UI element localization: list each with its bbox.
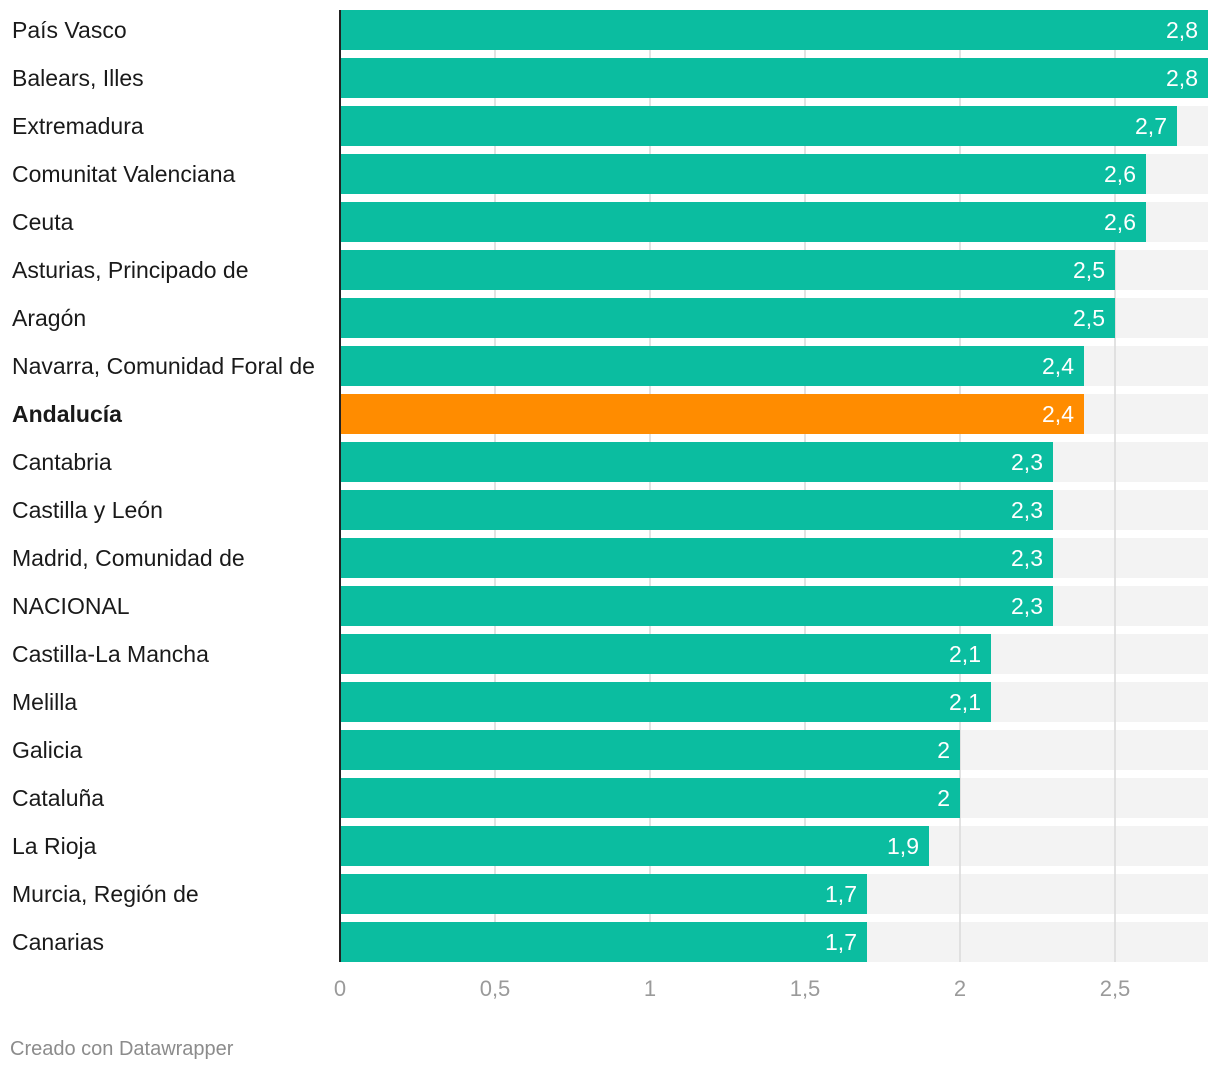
bar	[340, 10, 1208, 50]
bar	[340, 634, 991, 674]
value-label: 1,9	[887, 833, 919, 859]
category-label: Madrid, Comunidad de	[12, 545, 245, 571]
value-label: 2,8	[1166, 65, 1198, 91]
bar	[340, 778, 960, 818]
category-label: Canarias	[12, 929, 104, 955]
value-label: 2,3	[1011, 497, 1043, 523]
value-label: 2	[937, 785, 950, 811]
x-tick-label: 1	[644, 976, 656, 1001]
bar	[340, 394, 1084, 434]
category-label: Andalucía	[12, 401, 122, 427]
value-label: 2,6	[1104, 161, 1136, 187]
x-tick-label: 0	[334, 976, 346, 1001]
x-tick-label: 1,5	[790, 976, 821, 1001]
x-tick-label: 2	[954, 976, 966, 1001]
category-label: Castilla y León	[12, 497, 163, 523]
value-label: 2,6	[1104, 209, 1136, 235]
value-label: 2,3	[1011, 593, 1043, 619]
bar	[340, 826, 929, 866]
bar	[340, 202, 1146, 242]
bar	[340, 682, 991, 722]
value-label: 2,5	[1073, 257, 1105, 283]
x-tick-label: 0,5	[480, 976, 511, 1001]
gridlines	[494, 10, 1116, 962]
value-label: 2,4	[1042, 353, 1074, 379]
bar	[340, 922, 867, 962]
category-label: Balears, Illes	[12, 65, 144, 91]
bar	[340, 154, 1146, 194]
bar-tracks	[340, 10, 1208, 962]
value-label: 2,8	[1166, 17, 1198, 43]
value-label: 2,3	[1011, 449, 1043, 475]
category-label: Melilla	[12, 689, 77, 715]
value-labels: 2,8 2,8 2,7 2,6 2,6 2,5 2,5 2,4 2,4 2,3 2,3 2,3 2,3 2…	[825, 17, 1198, 955]
category-label: Aragón	[12, 305, 86, 331]
bar	[340, 538, 1053, 578]
value-label: 2,5	[1073, 305, 1105, 331]
category-label: Cataluña	[12, 785, 104, 811]
category-label: Castilla-La Mancha	[12, 641, 209, 667]
bar	[340, 106, 1177, 146]
bar	[340, 298, 1115, 338]
bar	[340, 346, 1084, 386]
bar	[340, 58, 1208, 98]
category-label: Ceuta	[12, 209, 74, 235]
footer-credit: Creado con Datawrapper	[10, 1038, 234, 1060]
value-label: 2,1	[949, 641, 981, 667]
category-label: La Rioja	[12, 833, 97, 859]
value-label: 2,1	[949, 689, 981, 715]
value-label: 2,7	[1135, 113, 1167, 139]
category-label: Asturias, Principado de	[12, 257, 249, 283]
category-labels: País Vasco Balears, Illes Extremadura Comun…	[12, 17, 315, 955]
category-label: NACIONAL	[12, 593, 130, 619]
value-label: 1,7	[825, 929, 857, 955]
category-label: País Vasco	[12, 17, 127, 43]
category-label: Murcia, Región de	[12, 881, 199, 907]
value-label: 2,4	[1042, 401, 1074, 427]
bar	[340, 874, 867, 914]
category-label: Cantabria	[12, 449, 112, 475]
bar	[340, 490, 1053, 530]
bar	[340, 250, 1115, 290]
bar	[340, 730, 960, 770]
bar	[340, 442, 1053, 482]
x-tick-label: 2,5	[1100, 976, 1131, 1001]
category-label: Comunitat Valenciana	[12, 161, 236, 187]
value-label: 2	[937, 737, 950, 763]
value-label: 1,7	[825, 881, 857, 907]
bars	[340, 10, 1208, 962]
category-label: Galicia	[12, 737, 83, 763]
value-label: 2,3	[1011, 545, 1043, 571]
category-label: Extremadura	[12, 113, 144, 139]
bar	[340, 586, 1053, 626]
x-axis-ticks: 0 0,5 1 1,5 2 2,5	[334, 976, 1130, 1001]
category-label: Navarra, Comunidad Foral de	[12, 353, 315, 379]
